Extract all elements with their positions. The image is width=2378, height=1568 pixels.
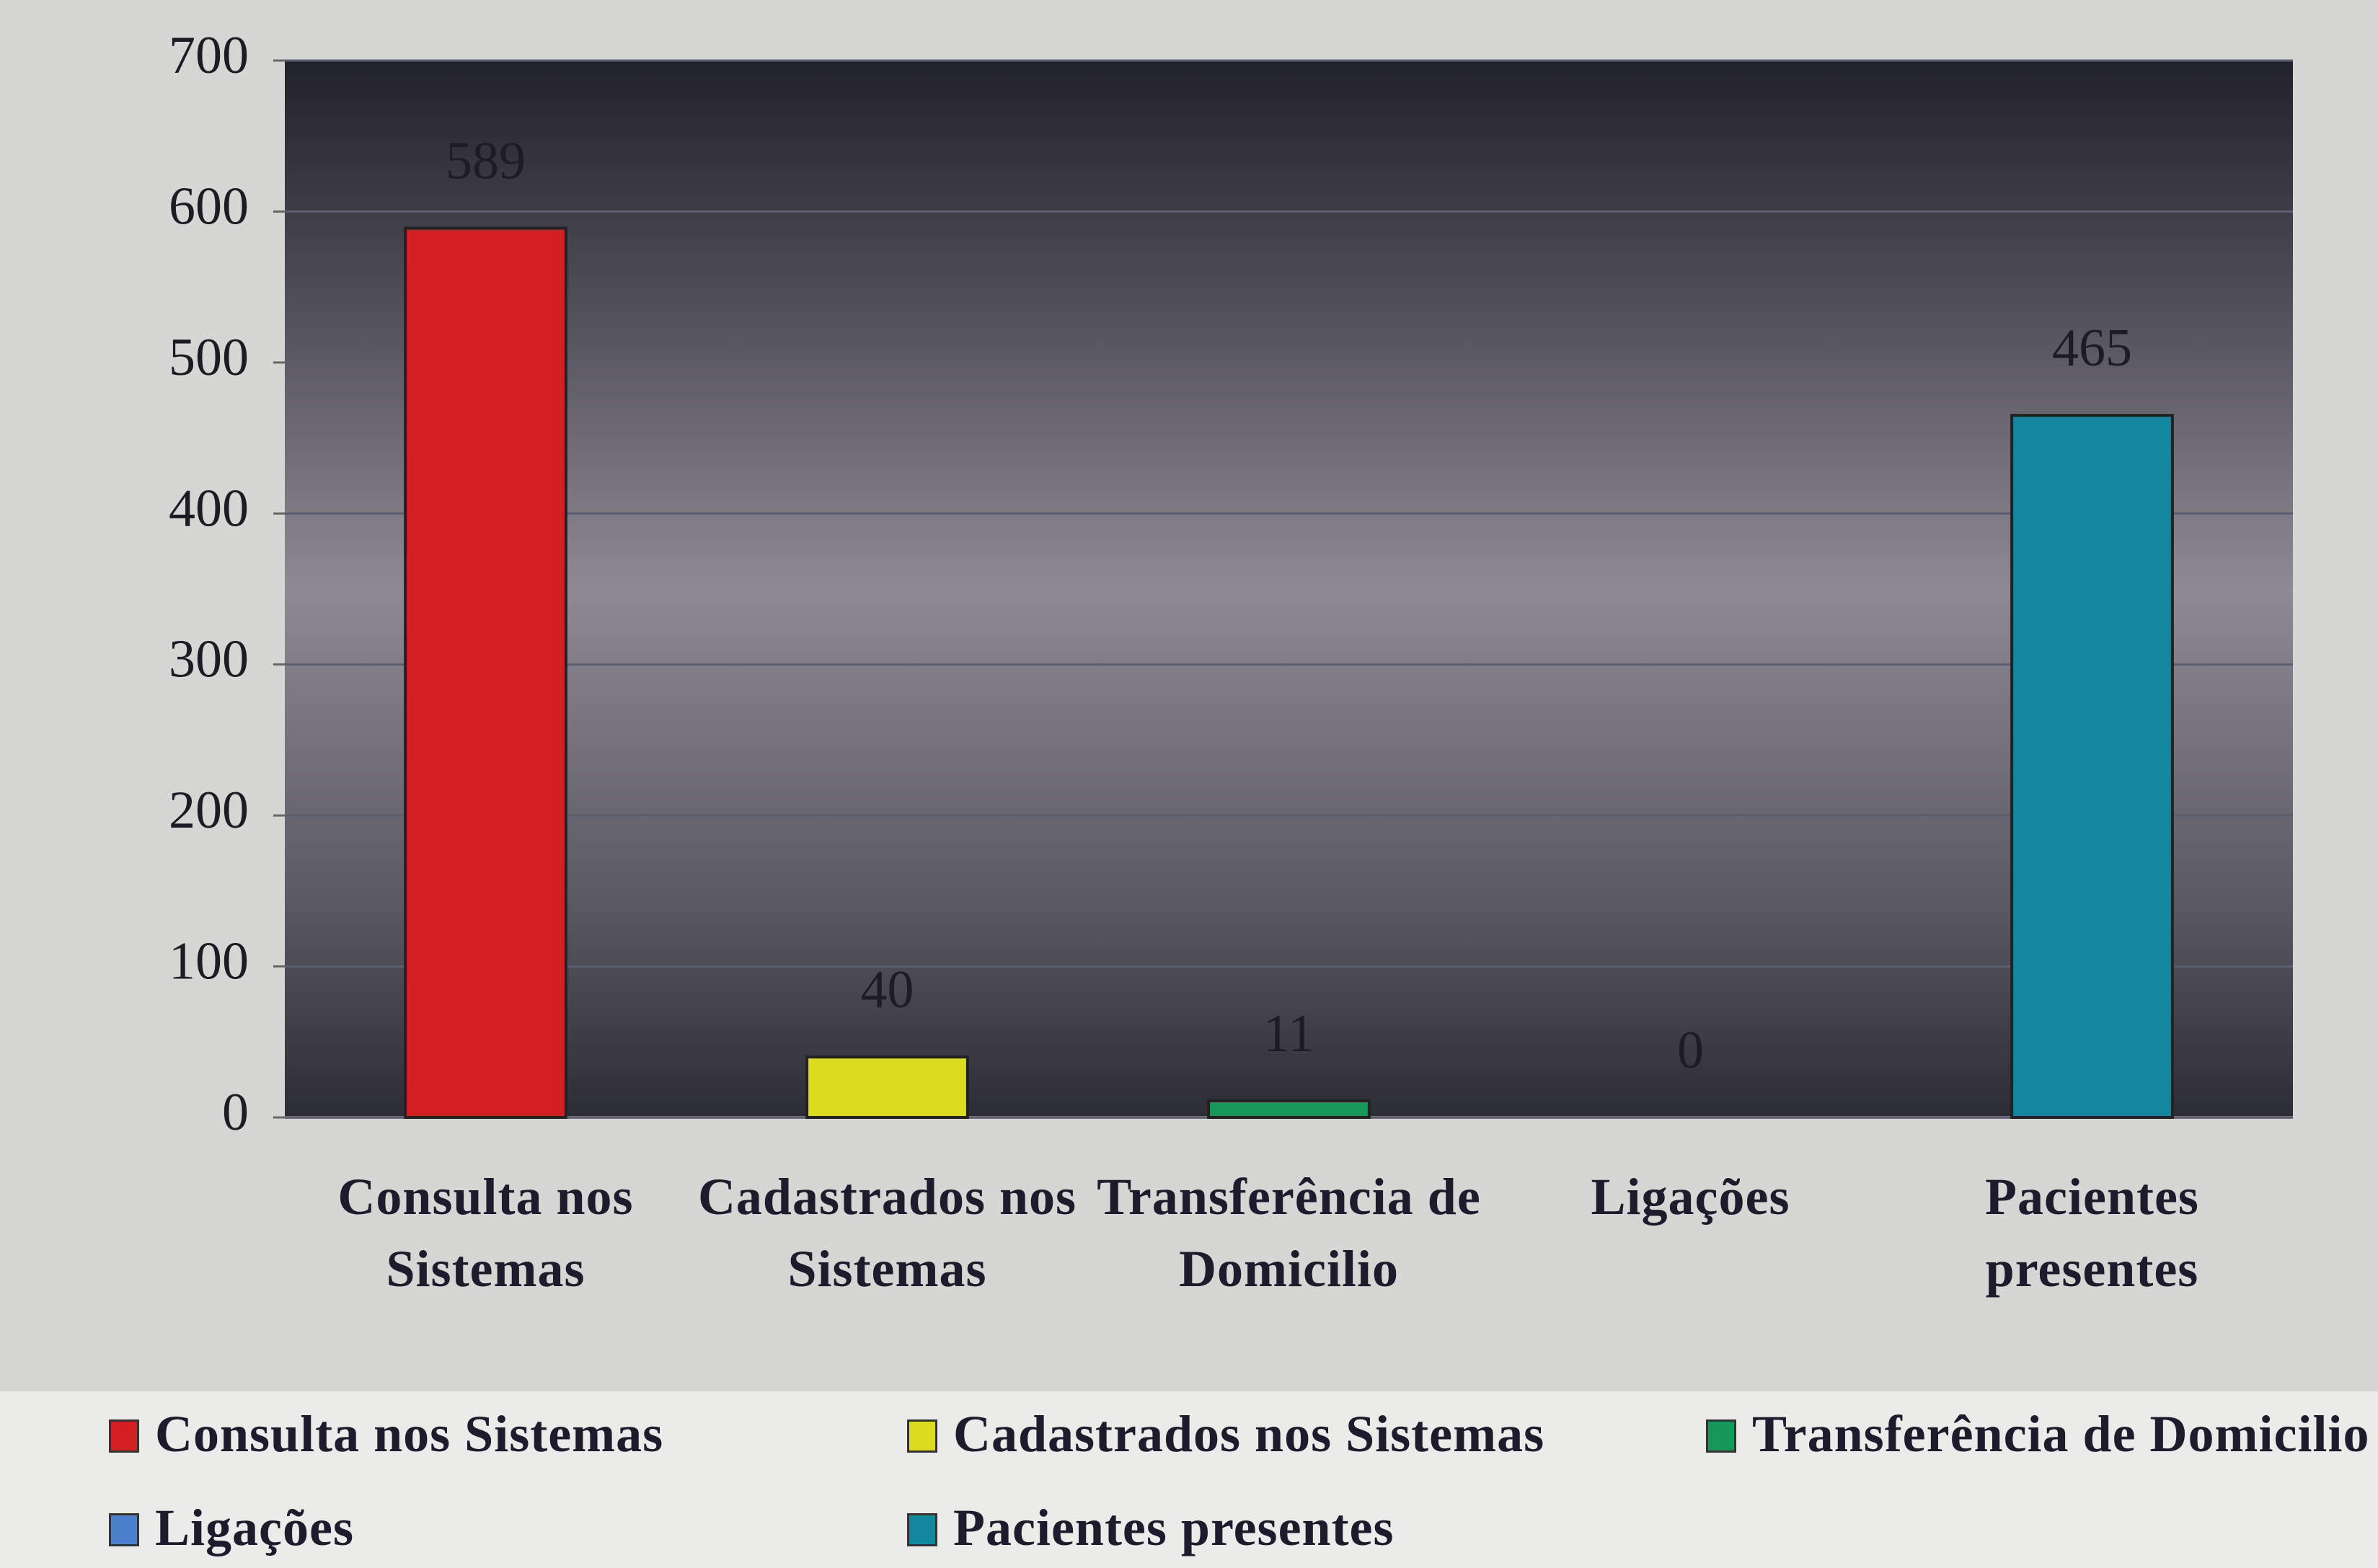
y-tick-label: 200 bbox=[169, 781, 249, 840]
bar bbox=[1207, 1099, 1371, 1120]
legend-label: Cadastrados nos Sistemas bbox=[953, 1405, 1545, 1463]
data-label: 40 bbox=[861, 960, 914, 1019]
legend-entry: Pacientes presentes bbox=[907, 1498, 1394, 1558]
bar bbox=[404, 226, 567, 1120]
data-label: 11 bbox=[1263, 1004, 1314, 1063]
x-tick-label: Transferência de Domicilio bbox=[1097, 1168, 1481, 1298]
bar bbox=[2010, 414, 2174, 1119]
data-label: 0 bbox=[1677, 1021, 1704, 1080]
data-label: 465 bbox=[2052, 319, 2132, 378]
y-tick-label: 600 bbox=[169, 177, 249, 236]
legend-entry: Consulta nos Sistemas bbox=[109, 1404, 663, 1464]
legend-entry: Cadastrados nos Sistemas bbox=[907, 1404, 1544, 1464]
x-tick-label: Ligações bbox=[1591, 1168, 1790, 1226]
x-tick-label: Cadastrados nos Sistemas bbox=[697, 1168, 1077, 1298]
y-tick-label: 500 bbox=[169, 328, 249, 387]
legend-swatch bbox=[109, 1513, 139, 1546]
legend-swatch bbox=[109, 1419, 139, 1453]
y-tick-label: 0 bbox=[222, 1083, 249, 1142]
legend-label: Ligações bbox=[155, 1499, 354, 1556]
legend-label: Transferência de Domicilio bbox=[1752, 1405, 2370, 1463]
y-tick-label: 100 bbox=[169, 932, 249, 991]
x-tick-label: Pacientes presentes bbox=[1985, 1168, 2199, 1298]
legend-band bbox=[0, 1391, 2378, 1568]
legend-label: Pacientes presentes bbox=[953, 1499, 1394, 1556]
legend-swatch bbox=[907, 1513, 937, 1546]
legend-label: Consulta nos Sistemas bbox=[155, 1405, 664, 1463]
y-tick-label: 700 bbox=[169, 26, 249, 85]
y-tick-label: 400 bbox=[169, 479, 249, 538]
data-label: 589 bbox=[446, 131, 526, 190]
y-tick-label: 300 bbox=[169, 630, 249, 689]
plot-area bbox=[285, 61, 2293, 1117]
legend-swatch bbox=[907, 1419, 937, 1453]
bar bbox=[805, 1055, 969, 1119]
x-tick-label: Consulta nos Sistemas bbox=[337, 1168, 634, 1298]
legend-entry: Ligações bbox=[109, 1498, 354, 1558]
legend-swatch bbox=[1706, 1419, 1736, 1453]
legend-entry: Transferência de Domicilio bbox=[1706, 1404, 2370, 1464]
